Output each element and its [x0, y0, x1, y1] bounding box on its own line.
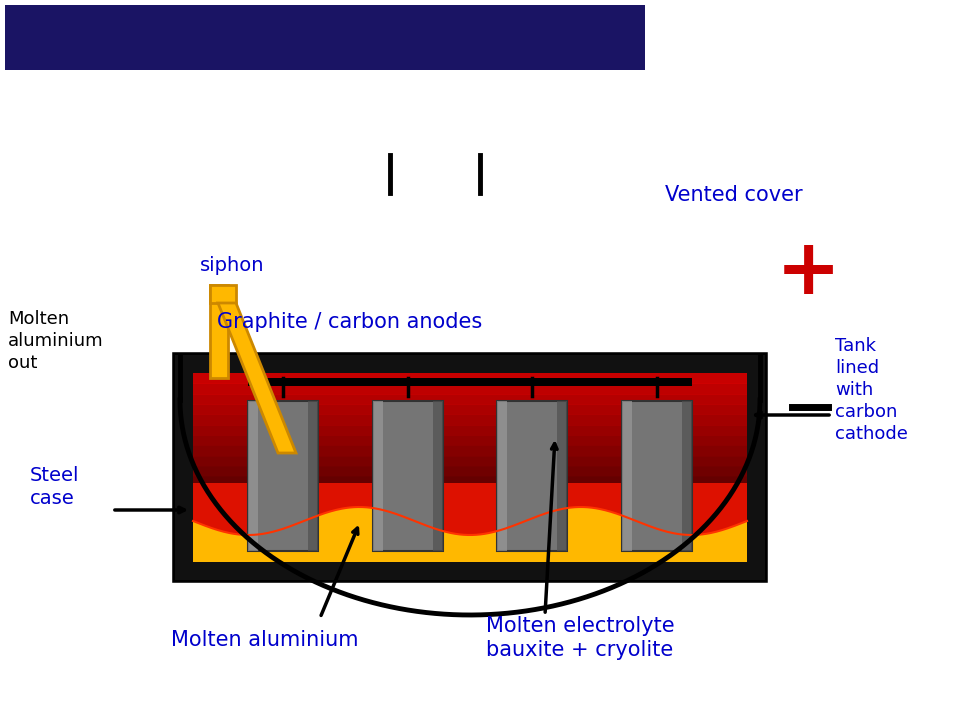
Bar: [193, 373, 747, 384]
Bar: [248, 401, 258, 551]
Bar: [193, 497, 747, 562]
Bar: [193, 425, 747, 436]
Bar: [193, 373, 747, 497]
Text: +: +: [776, 234, 841, 310]
Bar: [193, 477, 747, 487]
Text: Steel
case: Steel case: [30, 466, 80, 508]
Bar: [372, 401, 383, 551]
Bar: [175, 562, 765, 580]
Bar: [308, 401, 318, 551]
Bar: [175, 355, 765, 580]
Bar: [175, 355, 193, 580]
Bar: [497, 401, 508, 551]
Polygon shape: [218, 303, 296, 453]
Bar: [5, 5, 645, 70]
Text: Graphite / carbon anodes: Graphite / carbon anodes: [217, 312, 483, 332]
Bar: [210, 285, 228, 378]
Polygon shape: [193, 483, 747, 535]
Bar: [193, 487, 747, 498]
Bar: [193, 435, 747, 446]
Text: Vented cover: Vented cover: [665, 185, 803, 205]
Bar: [193, 404, 747, 415]
Bar: [372, 401, 443, 551]
Bar: [248, 401, 318, 551]
Text: siphon: siphon: [200, 256, 265, 274]
Bar: [210, 285, 236, 303]
Text: Molten aluminium: Molten aluminium: [171, 630, 359, 650]
Bar: [683, 401, 692, 551]
Polygon shape: [193, 497, 747, 535]
Bar: [193, 355, 747, 373]
Bar: [497, 401, 567, 551]
Bar: [747, 355, 765, 580]
Bar: [193, 446, 747, 456]
Text: Molten
aluminium
out: Molten aluminium out: [8, 310, 104, 372]
Bar: [248, 378, 692, 386]
Bar: [433, 401, 443, 551]
Text: Tank
lined
with
carbon
cathode: Tank lined with carbon cathode: [835, 337, 908, 444]
Bar: [622, 401, 692, 551]
Bar: [193, 466, 747, 477]
Text: Extraction of aluminium: overall: Extraction of aluminium: overall: [18, 23, 597, 57]
Bar: [558, 401, 567, 551]
Bar: [193, 456, 747, 467]
Text: Molten electrolyte
bauxite + cryolite: Molten electrolyte bauxite + cryolite: [486, 616, 674, 660]
Bar: [193, 394, 747, 405]
Bar: [193, 383, 747, 395]
Bar: [622, 401, 633, 551]
Bar: [193, 414, 747, 426]
